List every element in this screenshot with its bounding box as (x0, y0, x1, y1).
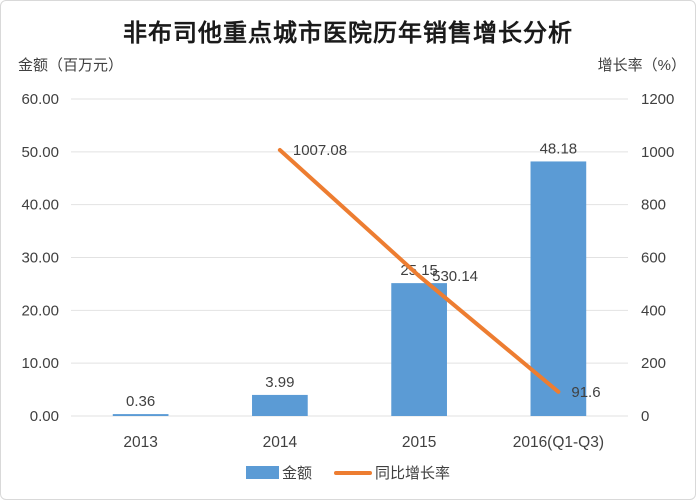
bar-data-label: 0.36 (126, 393, 155, 410)
right-axis-tick: 800 (641, 197, 666, 214)
left-axis-tick: 0.00 (30, 408, 59, 425)
x-axis-label-2016(Q1-Q3): 2016(Q1-Q3) (513, 434, 604, 451)
bar-data-label: 3.99 (265, 374, 294, 391)
right-axis-tick: 1000 (641, 144, 674, 161)
chart-title: 非布司他重点城市医院历年销售增长分析 (123, 20, 573, 47)
line-series-swatch (334, 470, 372, 475)
left-axis-tick: 40.00 (21, 197, 59, 214)
line-data-label: 91.6 (571, 384, 600, 401)
right-axis-tick: 400 (641, 302, 666, 319)
bar-series-swatch (245, 466, 279, 479)
left-axis-tick: 50.00 (21, 144, 59, 161)
bar-2013 (112, 414, 169, 416)
line-data-label: 530.14 (432, 268, 478, 285)
right-axis-title: 增长率（%） (597, 57, 686, 74)
legend-item-growth-rate: 同比增长率 (334, 462, 450, 483)
right-axis-tick: 0 (641, 408, 649, 425)
bar-2015 (391, 283, 447, 416)
left-axis-title: 金额（百万元） (18, 57, 124, 74)
bar-data-label: 48.18 (540, 140, 578, 157)
left-axis-tick: 60.00 (21, 91, 59, 108)
bar-2016(Q1-Q3) (530, 161, 587, 416)
x-axis-label-2013: 2013 (123, 434, 157, 451)
legend-label-amount: 金额 (281, 465, 312, 482)
chart-legend: 金额 同比增长率 (1, 462, 695, 483)
bar-2014 (252, 394, 308, 416)
right-axis-tick: 200 (641, 355, 666, 372)
legend-item-amount: 金额 (245, 462, 312, 483)
line-data-label: 1007.08 (293, 142, 347, 159)
right-axis-tick: 1200 (641, 91, 674, 108)
x-axis-label-2014: 2014 (263, 434, 298, 451)
x-axis-label-2015: 2015 (402, 434, 436, 451)
legend-label-growth-rate: 同比增长率 (375, 465, 451, 482)
left-axis-tick: 10.00 (21, 355, 59, 372)
left-axis-tick: 30.00 (21, 250, 59, 267)
right-axis-tick: 600 (641, 250, 666, 267)
growth-rate-line (277, 147, 561, 394)
left-axis-tick: 20.00 (21, 302, 59, 319)
